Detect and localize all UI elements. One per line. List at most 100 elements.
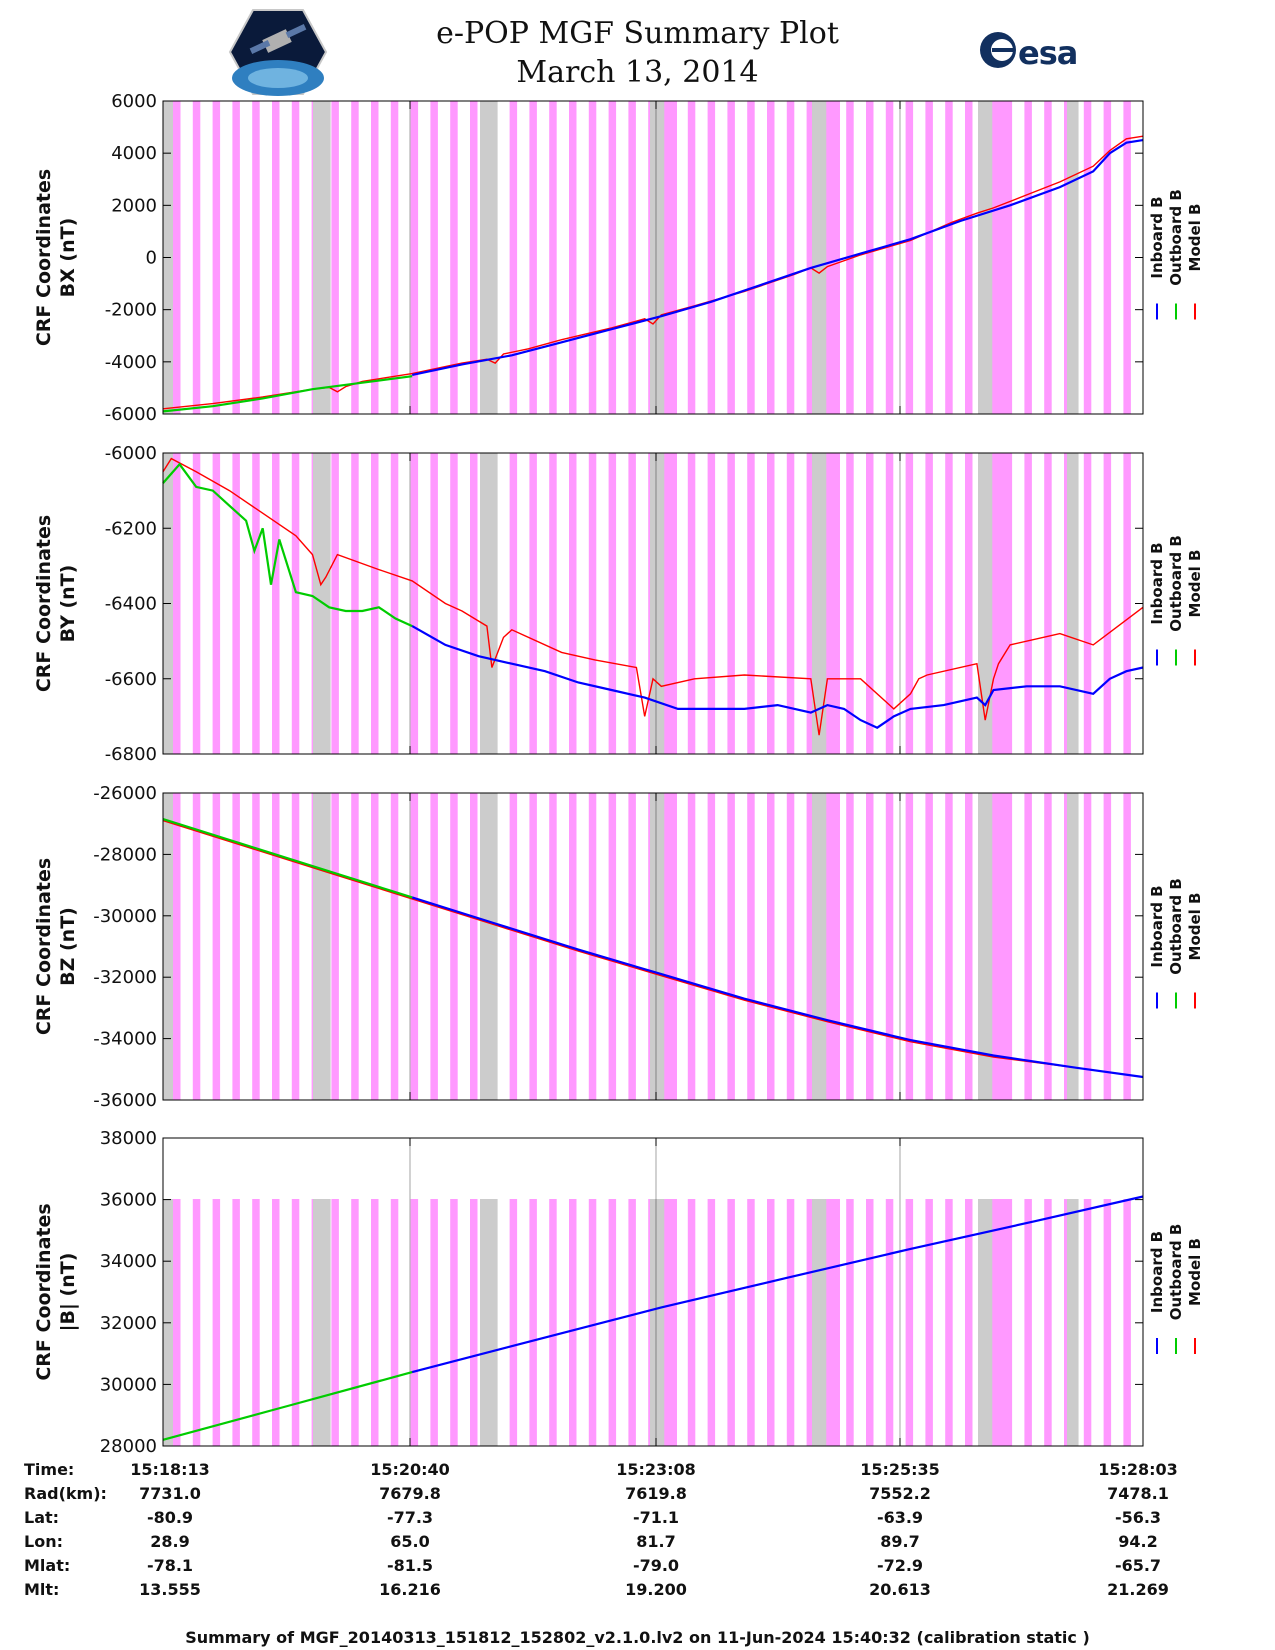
y-axis-unit-label: BY (nT) [57, 565, 79, 643]
pink-band [1004, 101, 1013, 414]
info-cell: 15:25:35 [860, 1460, 940, 1479]
pink-band [1004, 793, 1013, 1100]
info-cell: 7731.0 [139, 1484, 201, 1503]
pink-band [747, 1199, 755, 1446]
pink-band [945, 1199, 953, 1446]
pink-band [628, 1199, 636, 1446]
plots-svg: 6000 4000 2000 0 -2000 -4000 -6000 CRF Coordina… [33, 91, 1204, 1457]
pink-band [1083, 101, 1092, 414]
pink-band [885, 793, 894, 1100]
y-axis-label: CRF Coordinates [33, 1203, 55, 1380]
y-tick-label: -6000 [105, 443, 157, 464]
pink-band [470, 101, 478, 414]
pink-band [509, 453, 518, 754]
pink-band [727, 453, 735, 754]
pink-band [1103, 1199, 1112, 1446]
pink-band [390, 453, 399, 754]
info-cell: 15:18:13 [130, 1460, 210, 1479]
pink-band [272, 453, 280, 754]
gray-band [1067, 101, 1079, 414]
pink-band [192, 101, 201, 414]
series-outboard-b [162, 818, 413, 899]
pink-band [569, 1199, 577, 1446]
pink-band [905, 101, 914, 414]
pink-band [529, 1199, 537, 1446]
gray-band [650, 1199, 665, 1446]
series-outboard-b [162, 1371, 413, 1441]
pink-band [212, 101, 221, 414]
pink-band [1024, 453, 1032, 754]
pink-band [272, 793, 280, 1100]
pink-band [569, 101, 577, 414]
info-cell: 28.9 [150, 1532, 190, 1551]
gray-band [978, 793, 993, 1100]
pink-band [1044, 1199, 1052, 1446]
info-cell: 7679.8 [379, 1484, 441, 1503]
pink-band [470, 453, 478, 754]
pink-band [1103, 101, 1112, 414]
y-axis-label: CRF Coordinates [33, 515, 55, 692]
y-tick-label: -36000 [93, 1090, 157, 1111]
gray-band [1067, 1199, 1079, 1446]
pink-band [272, 1199, 280, 1446]
pink-band [291, 453, 300, 754]
legend-label: Model B [1186, 204, 1204, 272]
pink-band [767, 1199, 775, 1446]
pink-band [252, 793, 260, 1100]
pink-band [1123, 101, 1131, 414]
panel-3: -26000 -28000 -30000 -32000 -34000 -36000 CRF … [33, 783, 1204, 1111]
pink-band [1024, 101, 1032, 414]
series-model-b [162, 819, 1144, 1078]
pink-band [846, 1199, 854, 1446]
axes-frame [162, 792, 1144, 1101]
info-row-label: Mlat: [24, 1556, 71, 1575]
info-cell: 94.2 [1118, 1532, 1158, 1551]
pink-band [1103, 793, 1112, 1100]
legend-label: Outboard B [1167, 878, 1185, 975]
pink-band [410, 453, 419, 754]
info-cell: 7478.1 [1107, 1484, 1169, 1503]
pink-band [173, 101, 181, 414]
pink-band [232, 453, 240, 754]
gray-band [978, 453, 993, 754]
pink-band [291, 101, 300, 414]
pink-band [628, 453, 636, 754]
pink-band [529, 453, 537, 754]
pink-band [687, 453, 696, 754]
pink-band [430, 101, 438, 414]
pink-band [905, 793, 914, 1100]
pink-band [727, 1199, 735, 1446]
y-axis-label: CRF Coordinates [33, 169, 55, 346]
pink-band [846, 793, 854, 1100]
pink-band [806, 793, 815, 1100]
pink-band [192, 1199, 201, 1446]
info-cell: 13.555 [139, 1580, 201, 1599]
pink-band [252, 1199, 260, 1446]
pink-band [945, 453, 953, 754]
info-cell: 15:28:03 [1098, 1460, 1178, 1479]
pink-band [569, 793, 577, 1100]
legend-label: Inboard B [1148, 196, 1166, 278]
gray-band [313, 1199, 331, 1446]
pink-band [727, 101, 735, 414]
pink-band [866, 101, 874, 414]
gray-band [1067, 453, 1079, 754]
pink-band [1083, 793, 1092, 1100]
plot-date: March 13, 2014 [516, 55, 759, 90]
series-outboard-b [162, 375, 413, 413]
info-cell: -80.9 [146, 1508, 194, 1527]
pink-band [1083, 1199, 1092, 1446]
info-cell: -65.7 [1114, 1556, 1162, 1575]
plot-title: e-POP MGF Summary Plot [436, 16, 839, 51]
legend-label: Outboard B [1167, 1224, 1185, 1321]
y-tick-label: -6200 [105, 518, 157, 539]
pink-band [925, 793, 933, 1100]
pink-band [232, 793, 240, 1100]
info-cell: -72.9 [876, 1556, 924, 1575]
pink-band [291, 1199, 300, 1446]
y-tick-label: -6800 [105, 744, 157, 765]
info-row-label: Rad(km): [24, 1484, 107, 1503]
pink-band [786, 1199, 795, 1446]
pink-band [786, 453, 795, 754]
pink-band [628, 101, 636, 414]
